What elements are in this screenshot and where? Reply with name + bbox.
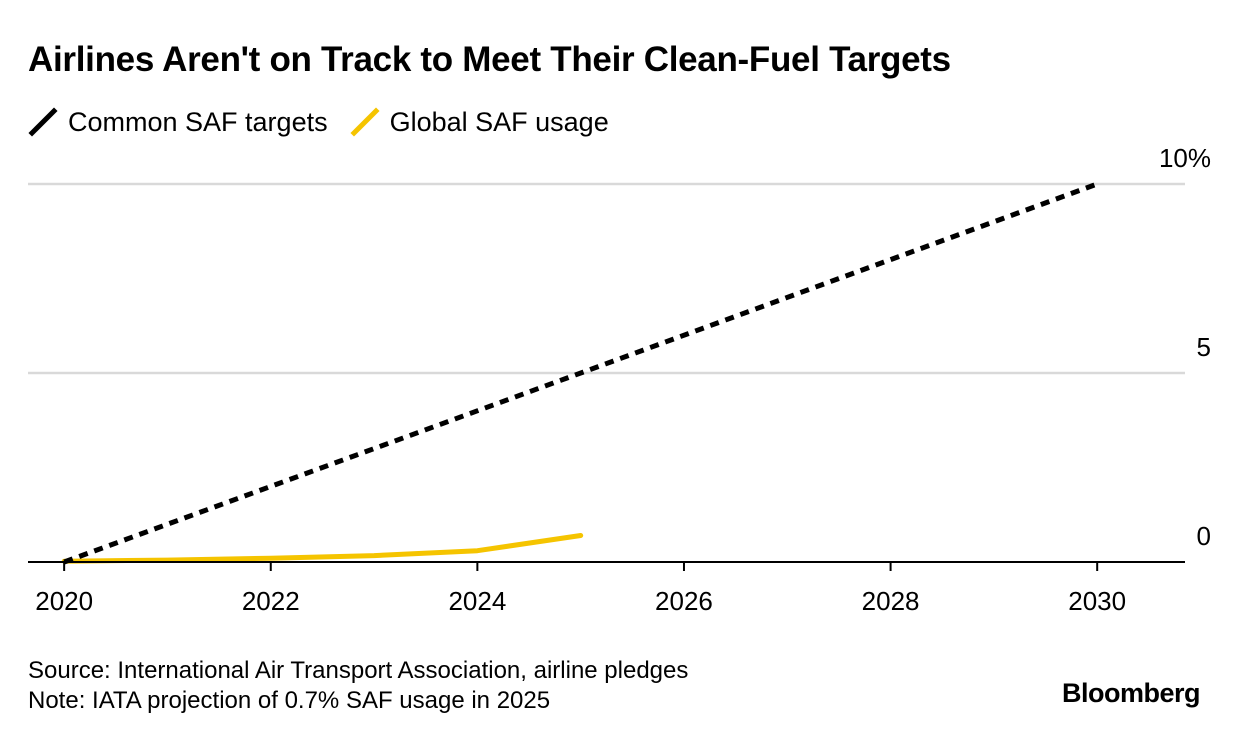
series-lines (61, 181, 1099, 565)
x-tick-label: 2020 (35, 586, 93, 616)
source-text: Source: International Air Transport Asso… (28, 657, 689, 684)
chart-title: Airlines Aren't on Track to Meet Their C… (28, 40, 951, 79)
x-tick-label: 2028 (862, 586, 920, 616)
x-tick-label: 2026 (655, 586, 713, 616)
x-tick-label: 2022 (242, 586, 300, 616)
bloomberg-logo: Bloomberg (1061, 678, 1201, 708)
legend-swatch-usage (350, 107, 380, 137)
note-text: Note: IATA projection of 0.7% SAF usage … (28, 687, 551, 714)
x-tick-label: 2024 (448, 586, 506, 616)
x-axis (28, 561, 1185, 571)
series-line-usage (61, 533, 584, 564)
x-tick-label: 2030 (1068, 586, 1126, 616)
y-tick-label: 10% (1159, 143, 1211, 173)
chart-footer: Source: International Air Transport Asso… (28, 656, 688, 716)
legend-item-targets: Common SAF targets (28, 107, 328, 138)
line-chart: 0 5 10% 2020 2022 2024 2026 2028 2030 (28, 143, 1211, 616)
chart-legend: Common SAF targets Global SAF usage (28, 104, 631, 140)
legend-item-usage: Global SAF usage (350, 107, 609, 138)
series-line-targets (63, 181, 1099, 565)
legend-label-usage: Global SAF usage (389, 106, 609, 137)
y-tick-label: 0 (1197, 521, 1211, 551)
legend-swatch-targets (28, 107, 58, 137)
tick-labels: 0 5 10% 2020 2022 2024 2026 2028 2030 (35, 143, 1211, 616)
legend-label-targets: Common SAF targets (68, 106, 328, 137)
y-tick-label: 5 (1197, 332, 1211, 362)
gridlines (28, 182, 1185, 375)
